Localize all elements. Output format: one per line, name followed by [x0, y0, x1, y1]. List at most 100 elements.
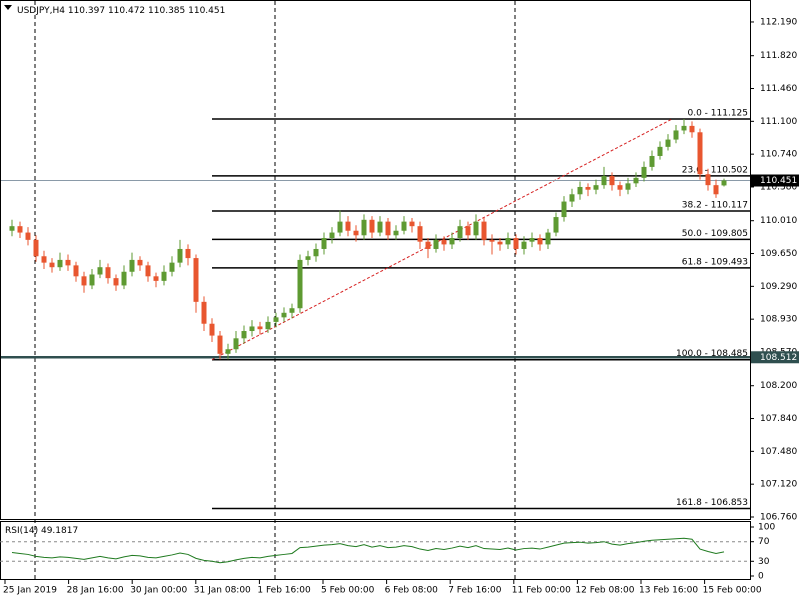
candle-body — [145, 265, 151, 277]
low: 110.385 — [148, 6, 185, 16]
candle-body — [89, 274, 95, 286]
candle-body — [209, 323, 215, 336]
candle-body — [153, 276, 159, 281]
rsi-line — [11, 537, 725, 564]
candle-body — [329, 232, 335, 239]
high: 110.472 — [108, 6, 145, 16]
candle-body — [289, 308, 295, 313]
plot: 0.0 - 111.125 23.6 - 110.502 38.2 - 110.11… — [0, 109, 750, 510]
candle-body — [257, 326, 263, 330]
candle-body — [657, 146, 663, 156]
main-frame — [0, 0, 751, 520]
x-tick-label: 31 Jan 08:00 — [194, 586, 251, 596]
candle-body — [281, 312, 287, 318]
candle-body — [721, 180, 727, 186]
candle-body — [73, 265, 79, 277]
candle-body — [633, 177, 639, 184]
current-price-tag — [751, 174, 799, 187]
candle-body — [537, 238, 543, 245]
candle-body — [489, 239, 495, 242]
candle-body — [713, 185, 719, 195]
candle-body — [249, 326, 255, 332]
candle-body — [33, 239, 39, 257]
y-tick-label: 111.100 — [760, 117, 797, 127]
symbol: USDJPY,H4 — [17, 6, 65, 16]
candle-body — [697, 132, 703, 175]
candle-body — [473, 221, 479, 236]
candle-body — [577, 186, 583, 195]
candle-body — [137, 259, 143, 266]
candle-body — [225, 349, 231, 354]
candle-body — [185, 248, 191, 259]
candle-body — [49, 262, 55, 268]
candle-body — [569, 194, 575, 202]
candle-body — [705, 174, 711, 186]
x-tick-label: 13 Feb 16:00 — [639, 586, 698, 596]
candle-body — [105, 267, 111, 279]
y-tick-label: 108.200 — [760, 381, 797, 391]
candle-body — [649, 155, 655, 167]
candle-body — [345, 221, 351, 231]
y-tick-label: 110.740 — [760, 150, 797, 160]
y-tick-label: 107.480 — [760, 447, 797, 457]
hline-label: 108.512 — [760, 353, 797, 363]
candle-body — [425, 241, 431, 249]
candle-body — [521, 241, 527, 249]
candle-body — [513, 238, 519, 249]
chart-header: USDJPY,H4 110.397 110.472 110.385 110.45… — [17, 6, 225, 16]
fib-label: 161.8 - 106.853 — [676, 498, 748, 508]
candle-body — [417, 226, 423, 242]
rsi-tick-label: 100 — [758, 523, 775, 533]
candle-body — [449, 238, 455, 245]
x-tick-label: 25 Jan 2019 — [3, 586, 57, 596]
candle-body — [465, 226, 471, 236]
candle-body — [641, 166, 647, 178]
candle-body — [481, 221, 487, 240]
candle-body — [361, 219, 367, 236]
x-tick-label: 6 Feb 08:00 — [385, 586, 439, 596]
candle-body — [297, 259, 303, 309]
rsi-header: RSI(14) 49.1817 — [5, 526, 78, 536]
candle-body — [193, 258, 199, 302]
candle-body — [505, 238, 511, 245]
candle-body — [497, 241, 503, 245]
menu-arrow[interactable] — [4, 5, 12, 10]
current-price-label: 110.451 — [760, 176, 797, 186]
candle-body — [161, 271, 167, 281]
candle-body — [81, 276, 87, 286]
candle-body — [665, 139, 671, 147]
y-tick-label: 112.190 — [760, 17, 797, 27]
candle-body — [169, 262, 175, 272]
close: 110.451 — [188, 6, 225, 16]
x-tick-label: 28 Jan 16:00 — [67, 586, 124, 596]
y-tick-label: 109.650 — [760, 249, 797, 259]
candle-body — [689, 125, 695, 133]
candle-body — [385, 221, 391, 236]
candle-body — [265, 321, 271, 330]
candle-body — [217, 335, 223, 354]
fib-label: 100.0 - 108.485 — [676, 349, 748, 359]
candle-body — [585, 186, 591, 190]
x-tick-label: 15 Feb 00:00 — [703, 586, 762, 596]
rsi-frame — [0, 521, 751, 580]
candle-body — [529, 238, 535, 242]
candle-body — [593, 185, 599, 190]
candle-body — [681, 125, 687, 131]
candle-body — [337, 221, 343, 233]
y-tick-label: 108.930 — [760, 315, 797, 325]
candle-body — [377, 221, 383, 233]
candle-body — [17, 226, 23, 233]
candle-body — [441, 239, 447, 245]
rsi-tick-label: 30 — [758, 557, 770, 567]
rsi-value: 49.1817 — [41, 526, 78, 536]
candle-body — [625, 183, 631, 190]
fib-label: 0.0 - 111.125 — [688, 109, 749, 119]
x-tick-label: 1 Feb 16:00 — [257, 586, 311, 596]
candle-body — [353, 230, 359, 236]
rsi-tick-label: 0 — [758, 572, 764, 582]
candle-body — [561, 201, 567, 218]
candle-body — [545, 232, 551, 245]
candle-body — [601, 176, 607, 186]
